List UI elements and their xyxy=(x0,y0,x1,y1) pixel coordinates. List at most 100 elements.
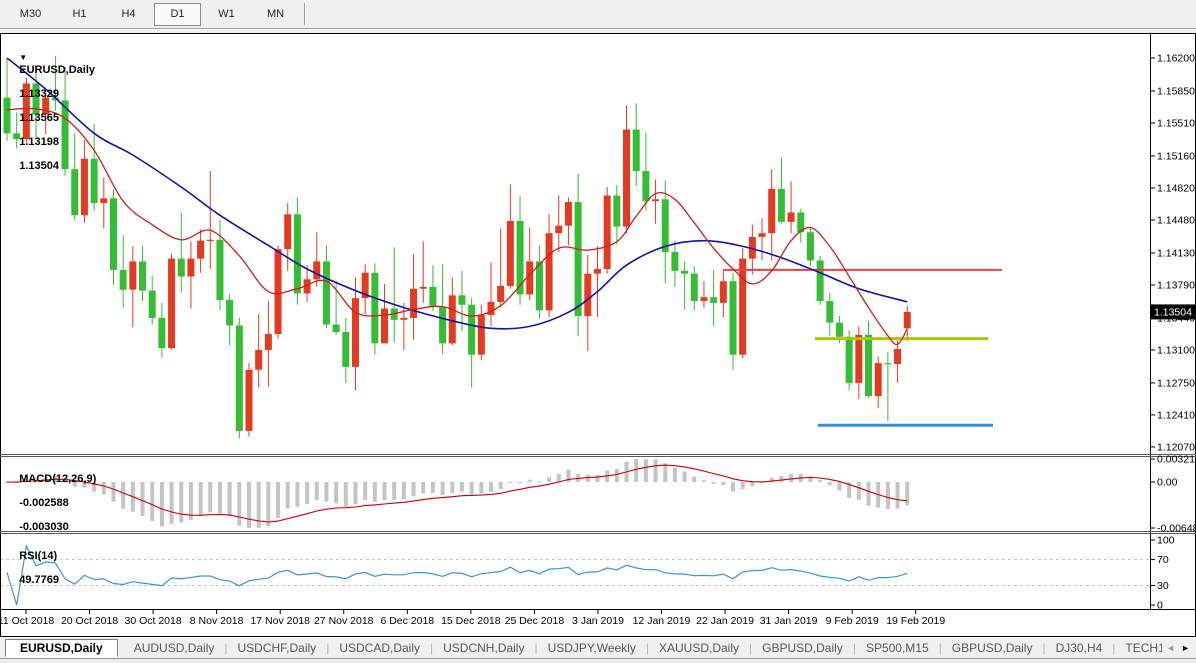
tab-separator: | xyxy=(938,641,942,655)
tab-eurusd-daily[interactable]: EURUSD,Daily xyxy=(5,639,118,657)
chart-canvas[interactable]: 1.16200 1.15850 1.15510 1.15160 1.14820 1.144… xyxy=(0,33,1196,637)
candle xyxy=(448,295,456,344)
price-axis-label: 1.13100 xyxy=(1157,344,1195,356)
candle xyxy=(468,304,476,355)
tab-scroll-left-icon[interactable]: ◄ xyxy=(1166,643,1176,653)
rsi-indicator-label: RSI(14) 49.7769 xyxy=(19,550,59,586)
candle xyxy=(816,260,824,301)
tab-xauusd-daily[interactable]: XAUUSD,Daily xyxy=(658,641,739,655)
candle xyxy=(797,212,805,233)
candle xyxy=(139,261,147,291)
tab-usdchf-daily[interactable]: USDCHF,Daily xyxy=(237,641,317,655)
candle xyxy=(671,252,679,271)
price-axis-label: 1.12410 xyxy=(1157,409,1195,421)
candle xyxy=(293,214,301,294)
candle xyxy=(555,225,563,234)
candle xyxy=(226,300,234,326)
chart-window: ▼ EURUSD,Daily 1.13329 1.13565 1.13198 1… xyxy=(0,33,1196,637)
tab-separator: | xyxy=(645,641,649,655)
timeframe-button-H4[interactable]: H4 xyxy=(105,2,152,26)
price-axis-label: 1.15510 xyxy=(1157,117,1195,129)
candle xyxy=(526,261,534,295)
price-axis[interactable] xyxy=(1151,33,1196,609)
tab-scroll-right-icon[interactable]: ► xyxy=(1181,643,1190,653)
candle xyxy=(564,202,572,226)
price-axis-label: 1.14480 xyxy=(1157,214,1195,226)
price-axis-label: 1.14820 xyxy=(1157,182,1195,194)
timeframe-button-H1[interactable]: H1 xyxy=(56,2,103,26)
candle xyxy=(90,158,98,204)
candle xyxy=(313,261,321,280)
candle xyxy=(371,272,379,344)
candle xyxy=(700,297,708,301)
tab-sp500-m15[interactable]: SP500,M15 xyxy=(865,641,929,655)
candle xyxy=(255,349,263,370)
candle xyxy=(129,261,137,290)
candle xyxy=(584,273,592,317)
tab-separator: | xyxy=(224,641,228,655)
date-axis-label: 22 Jan 2019 xyxy=(696,615,754,627)
chart-title: ▼ EURUSD,Daily 1.13329 1.13565 1.13198 1… xyxy=(7,40,95,184)
candle xyxy=(652,199,660,202)
candle xyxy=(100,198,108,204)
symbol-dropdown-icon[interactable]: ▼ xyxy=(19,53,28,62)
tab-usdjpy-weekly[interactable]: USDJPY,Weekly xyxy=(547,641,636,655)
tab-gbpusd-daily[interactable]: GBPUSD,Daily xyxy=(951,641,1033,655)
timeframe-button-D1[interactable]: D1 xyxy=(154,2,201,26)
candle xyxy=(826,300,834,323)
candle xyxy=(264,333,272,350)
candle xyxy=(845,336,853,383)
tab-usdcnh-daily[interactable]: USDCNH,Daily xyxy=(443,641,525,655)
candle xyxy=(497,285,505,302)
candle xyxy=(410,288,418,318)
toolbar-spacer xyxy=(0,30,1196,33)
candle xyxy=(661,199,669,253)
timeframe-button-MN[interactable]: MN xyxy=(252,2,299,26)
date-axis-label: 27 Nov 2018 xyxy=(314,615,374,627)
candle xyxy=(458,295,466,305)
candle xyxy=(719,281,727,303)
date-axis-label: 12 Jan 2019 xyxy=(633,615,691,627)
candle xyxy=(109,198,117,270)
timeframe-toolbar: M30 H1 H4 D1 W1 MN xyxy=(0,0,1196,29)
candle xyxy=(545,233,553,311)
candle xyxy=(574,202,582,317)
candle xyxy=(216,239,224,301)
candle xyxy=(729,281,737,355)
candle xyxy=(894,349,902,365)
candle xyxy=(439,306,447,344)
candle xyxy=(642,171,650,202)
candle xyxy=(32,83,40,115)
tab-separator: | xyxy=(534,641,538,655)
candle xyxy=(197,240,205,259)
candle xyxy=(429,286,437,307)
timeframe-button-M30[interactable]: M30 xyxy=(7,2,54,26)
price-axis-label: 1.14130 xyxy=(1157,247,1195,259)
macd-histogram xyxy=(5,459,910,528)
candle xyxy=(835,322,843,337)
candle xyxy=(303,279,311,294)
time-axis[interactable] xyxy=(0,610,1150,637)
date-axis-label: 8 Nov 2018 xyxy=(190,615,244,627)
tab-usdcad-daily[interactable]: USDCAD,Daily xyxy=(339,641,420,655)
candle xyxy=(681,270,689,274)
timeframe-button-W1[interactable]: W1 xyxy=(203,2,250,26)
candle xyxy=(245,369,253,431)
candle xyxy=(477,315,485,355)
candle xyxy=(768,188,776,234)
price-axis-label: 1.13790 xyxy=(1157,279,1195,291)
candle xyxy=(516,220,524,295)
date-axis-label: 17 Nov 2018 xyxy=(250,615,310,627)
candle xyxy=(806,232,814,261)
candle xyxy=(119,269,127,290)
tab-dj30-h4[interactable]: DJ30,H4 xyxy=(1055,641,1103,655)
tab-gbpusd-daily[interactable]: GBPUSD,Daily xyxy=(762,641,843,655)
indicator-axis-label: 100 xyxy=(1157,535,1175,547)
tab-audusd-daily[interactable]: AUDUSD,Daily xyxy=(133,641,215,655)
indicator-axis-label: 0.003216 xyxy=(1157,454,1196,466)
candle xyxy=(855,334,863,383)
candle xyxy=(623,129,631,227)
candle xyxy=(61,100,69,170)
date-axis-label: 11 Oct 2018 xyxy=(0,615,54,627)
